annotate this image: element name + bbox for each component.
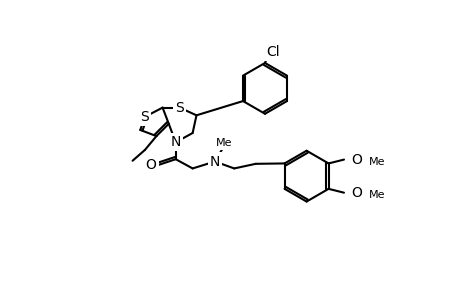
Text: O: O xyxy=(350,153,361,166)
Text: N: N xyxy=(170,135,180,149)
Text: Me: Me xyxy=(215,138,232,148)
Text: Me: Me xyxy=(368,157,384,167)
Text: Cl: Cl xyxy=(265,45,279,59)
Text: Me: Me xyxy=(368,190,384,200)
Text: S: S xyxy=(140,110,149,124)
Text: S: S xyxy=(175,100,184,115)
Text: O: O xyxy=(350,186,361,200)
Text: N: N xyxy=(209,154,220,169)
Text: O: O xyxy=(146,158,156,172)
